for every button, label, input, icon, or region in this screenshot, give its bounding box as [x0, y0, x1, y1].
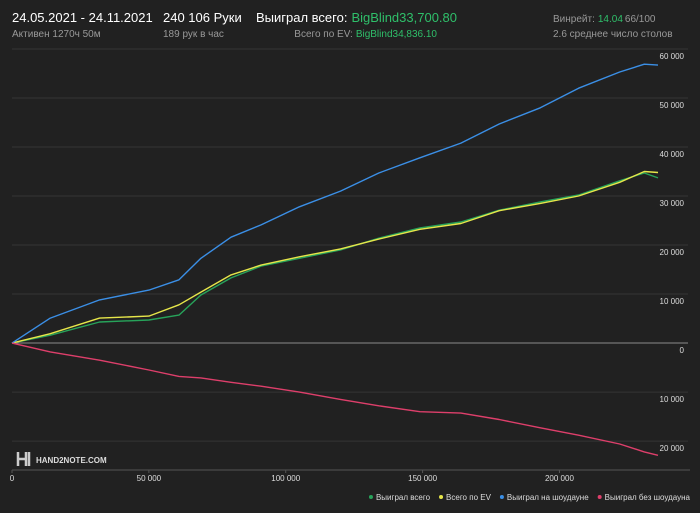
legend-marker: [597, 495, 602, 499]
legend-label: Всего по EV: [446, 493, 492, 502]
x-tick-label: 100 000: [271, 474, 300, 483]
y-tick-label: 50 000: [660, 101, 685, 110]
date-range: 24.05.2021 - 24.11.2021: [12, 10, 153, 25]
series-line: [11, 172, 659, 344]
x-tick-label: 0: [10, 474, 15, 483]
legend-label: Выиграл без шоудауна: [605, 493, 691, 502]
y-tick-label: 20 000: [660, 248, 685, 257]
hands-per-hour: 189 рук в час: [163, 29, 224, 40]
active-time: Активен 1270ч 50м: [12, 29, 101, 40]
ev-value: BigBlind34,836.10: [356, 29, 438, 40]
won-value: BigBlind33,700.80: [351, 10, 457, 25]
y-tick-label: 10 000: [660, 395, 685, 404]
won-label: Выиграл всего:: [256, 10, 347, 25]
y-tick-label: 60 000: [660, 52, 685, 61]
x-tick-label: 50 000: [137, 474, 162, 483]
legend-marker: [499, 495, 504, 499]
winrate-label: Винрейт:: [553, 14, 595, 25]
ev-total: Всего по EV: BigBlind34,836.10: [294, 29, 437, 40]
winrate-ratio: 66/100: [625, 14, 656, 25]
winrate-value: 14.04: [598, 14, 623, 25]
tables: 2.6 среднее число столов: [553, 29, 673, 40]
y-tick-label: 20 000: [660, 444, 685, 453]
series-line: [11, 342, 659, 456]
logo: HAND2NOTE.COM: [16, 452, 107, 466]
legend-marker: [368, 495, 373, 499]
x-tick-label: 150 000: [408, 474, 437, 483]
ev-label: Всего по EV:: [294, 29, 353, 40]
series-line: [11, 170, 659, 344]
legend-label: Выиграл на шоудауне: [507, 493, 589, 502]
x-tick-label: 200 000: [545, 474, 574, 483]
logo-text: HAND2NOTE.COM: [36, 456, 107, 465]
hands: 240 106 Руки: [163, 10, 242, 25]
y-tick-label: 0: [680, 346, 685, 355]
winrate: Винрейт: 14.04 66/100: [553, 14, 656, 25]
series-line: [11, 63, 659, 344]
y-tick-label: 10 000: [660, 297, 685, 306]
legend-label: Выиграл всего: [376, 493, 431, 502]
y-tick-label: 30 000: [660, 199, 685, 208]
won-total: Выиграл всего: BigBlind33,700.80: [256, 10, 457, 25]
logo-icon: [16, 452, 31, 466]
legend-marker: [439, 495, 444, 499]
y-tick-label: 40 000: [660, 150, 685, 159]
